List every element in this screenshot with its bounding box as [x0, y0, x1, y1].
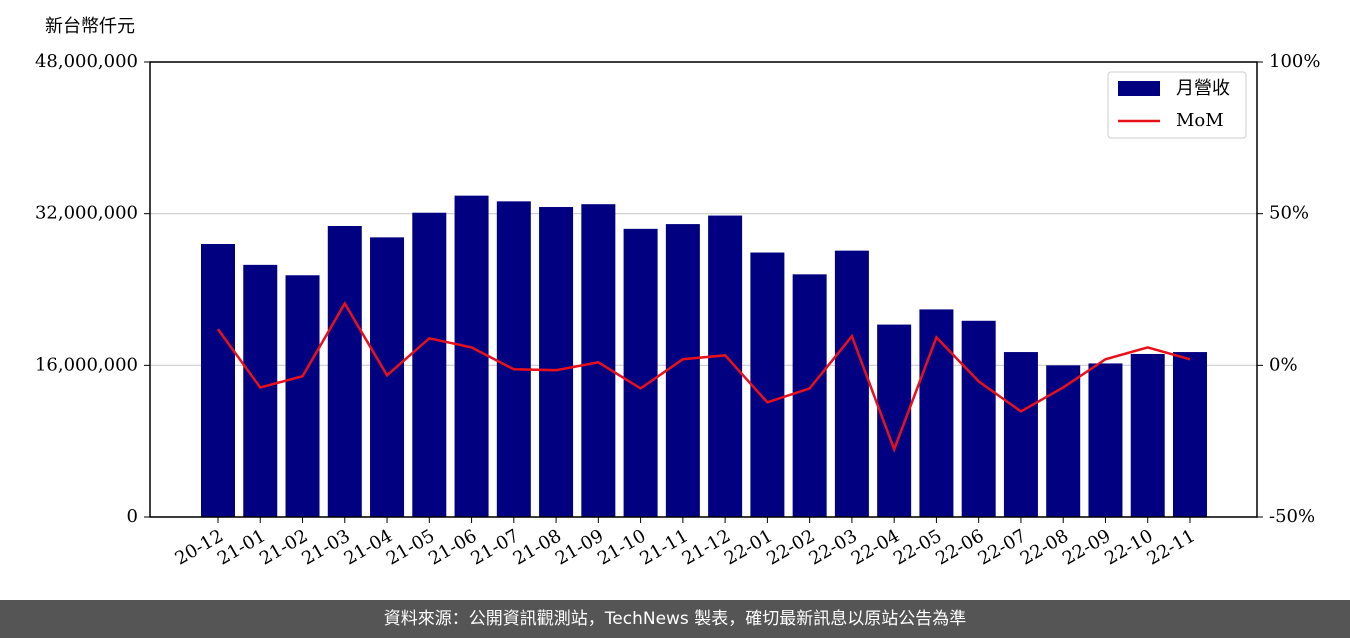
line — [216, 300, 1191, 453]
bar — [919, 309, 954, 517]
y2-tick-label: 50% — [1269, 203, 1309, 224]
y-axis-label: 新台幣仟元 — [45, 16, 135, 37]
y2-tick-label: -50% — [1269, 506, 1315, 527]
chart: 新台幣仟元 0 16,000,000 32,000,000 48,000,000 -50… — [35, 16, 1321, 570]
bar — [1046, 365, 1081, 517]
y-tick-label: 16,000,000 — [35, 354, 138, 375]
plot-frame — [149, 61, 1258, 518]
bar — [412, 212, 447, 517]
bar — [327, 225, 362, 518]
bar — [1088, 363, 1123, 517]
bar — [243, 264, 278, 517]
bar — [539, 207, 574, 517]
y-tick-label: 32,000,000 — [35, 203, 138, 224]
bar — [961, 320, 996, 517]
bar — [581, 204, 616, 517]
y-tick-label: 0 — [127, 506, 138, 527]
bar — [834, 250, 869, 517]
legend-label: 月營收 — [1176, 78, 1230, 99]
footer: 資料來源：公開資訊觀測站，TechNews 製表，確切最新訊息以原站公告為準 — [0, 600, 1350, 638]
bar — [665, 224, 700, 517]
bar — [454, 195, 489, 517]
bar — [285, 275, 320, 517]
bar — [370, 237, 405, 518]
y2-tick-label: 0% — [1269, 354, 1298, 375]
bar — [1172, 352, 1207, 517]
x-tick-label: 22-11 — [1144, 525, 1199, 569]
legend-label: MoM — [1176, 110, 1224, 131]
bar — [496, 201, 531, 517]
y2-tick-label: 100% — [1269, 51, 1320, 72]
legend-swatch — [1118, 81, 1160, 96]
bar — [623, 228, 658, 518]
y-tick-label: 48,000,000 — [35, 51, 138, 72]
bar — [1003, 352, 1038, 517]
bar — [708, 215, 743, 517]
bar — [201, 244, 235, 517]
bar — [750, 252, 785, 517]
bar — [792, 274, 827, 517]
bar — [1130, 353, 1165, 517]
